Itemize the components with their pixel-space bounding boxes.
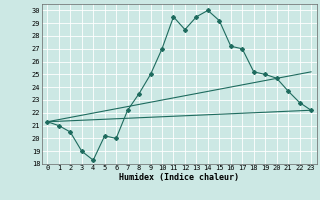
X-axis label: Humidex (Indice chaleur): Humidex (Indice chaleur) <box>119 173 239 182</box>
